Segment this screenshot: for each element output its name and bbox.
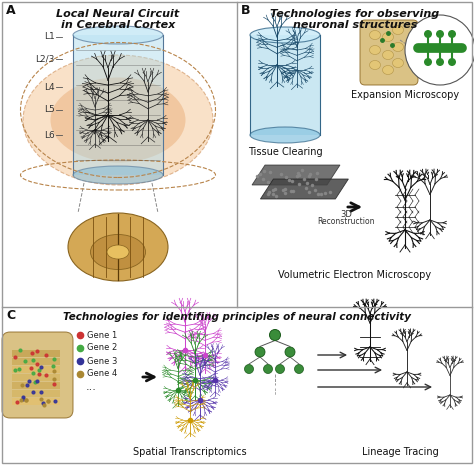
Text: L4: L4 — [45, 82, 55, 92]
Ellipse shape — [370, 60, 381, 69]
Circle shape — [294, 365, 303, 373]
Ellipse shape — [23, 55, 213, 185]
Text: Gene 3: Gene 3 — [87, 357, 118, 365]
Bar — [250, 35, 320, 135]
Ellipse shape — [370, 46, 381, 54]
Text: Reconstruction: Reconstruction — [317, 217, 375, 226]
Ellipse shape — [73, 166, 163, 184]
Text: Tissue Clearing: Tissue Clearing — [248, 147, 322, 157]
Ellipse shape — [250, 127, 320, 143]
Text: Gene 1: Gene 1 — [87, 331, 117, 339]
Bar — [12, 374, 60, 381]
Text: C: C — [6, 309, 15, 322]
Text: Technologies for identifing principles of neural connectivity: Technologies for identifing principles o… — [63, 312, 411, 322]
Circle shape — [255, 347, 265, 357]
Ellipse shape — [383, 66, 393, 74]
Ellipse shape — [392, 42, 403, 52]
Text: Gene 2: Gene 2 — [87, 344, 117, 352]
Text: Expansion Microscopy: Expansion Microscopy — [351, 90, 459, 100]
FancyBboxPatch shape — [2, 332, 73, 418]
Circle shape — [436, 30, 444, 38]
Ellipse shape — [91, 234, 146, 270]
Text: B: B — [241, 4, 250, 17]
Bar — [12, 366, 60, 373]
Bar — [12, 398, 60, 405]
Ellipse shape — [73, 26, 163, 44]
Circle shape — [275, 365, 284, 373]
Text: Spatial Transcriptomics: Spatial Transcriptomics — [133, 447, 247, 457]
Text: L2/3: L2/3 — [36, 54, 55, 64]
Bar — [12, 382, 60, 389]
Text: ...: ... — [86, 382, 97, 392]
Text: Volumetric Electron Microscopy: Volumetric Electron Microscopy — [278, 270, 431, 280]
Bar — [73, 35, 163, 175]
Ellipse shape — [68, 213, 168, 281]
Ellipse shape — [370, 31, 381, 40]
Circle shape — [424, 30, 432, 38]
Circle shape — [405, 15, 474, 85]
Ellipse shape — [51, 78, 185, 162]
Polygon shape — [252, 165, 340, 185]
Circle shape — [448, 30, 456, 38]
FancyBboxPatch shape — [360, 20, 418, 85]
Text: L1: L1 — [44, 33, 55, 41]
Text: in Cerebral Cortex: in Cerebral Cortex — [61, 20, 175, 30]
Circle shape — [270, 330, 281, 340]
Text: L5: L5 — [44, 106, 55, 114]
Ellipse shape — [107, 245, 129, 259]
Ellipse shape — [250, 27, 320, 43]
Circle shape — [285, 347, 295, 357]
Circle shape — [448, 58, 456, 66]
Polygon shape — [260, 179, 348, 199]
Text: Gene 4: Gene 4 — [87, 370, 117, 379]
Ellipse shape — [383, 51, 393, 60]
Text: Lineage Tracing: Lineage Tracing — [362, 447, 438, 457]
Text: L6: L6 — [44, 131, 55, 140]
Text: Technologies for observing: Technologies for observing — [270, 9, 439, 19]
Bar — [12, 358, 60, 365]
Circle shape — [245, 365, 254, 373]
Text: neuronal structures: neuronal structures — [293, 20, 417, 30]
Ellipse shape — [392, 26, 403, 34]
Circle shape — [436, 58, 444, 66]
Bar — [12, 390, 60, 397]
Text: Local Neural Circuit: Local Neural Circuit — [56, 9, 180, 19]
Text: 3D: 3D — [340, 210, 352, 219]
Circle shape — [424, 58, 432, 66]
Ellipse shape — [392, 59, 403, 67]
Ellipse shape — [383, 33, 393, 41]
Bar — [12, 350, 60, 357]
Text: A: A — [6, 4, 16, 17]
Circle shape — [264, 365, 273, 373]
